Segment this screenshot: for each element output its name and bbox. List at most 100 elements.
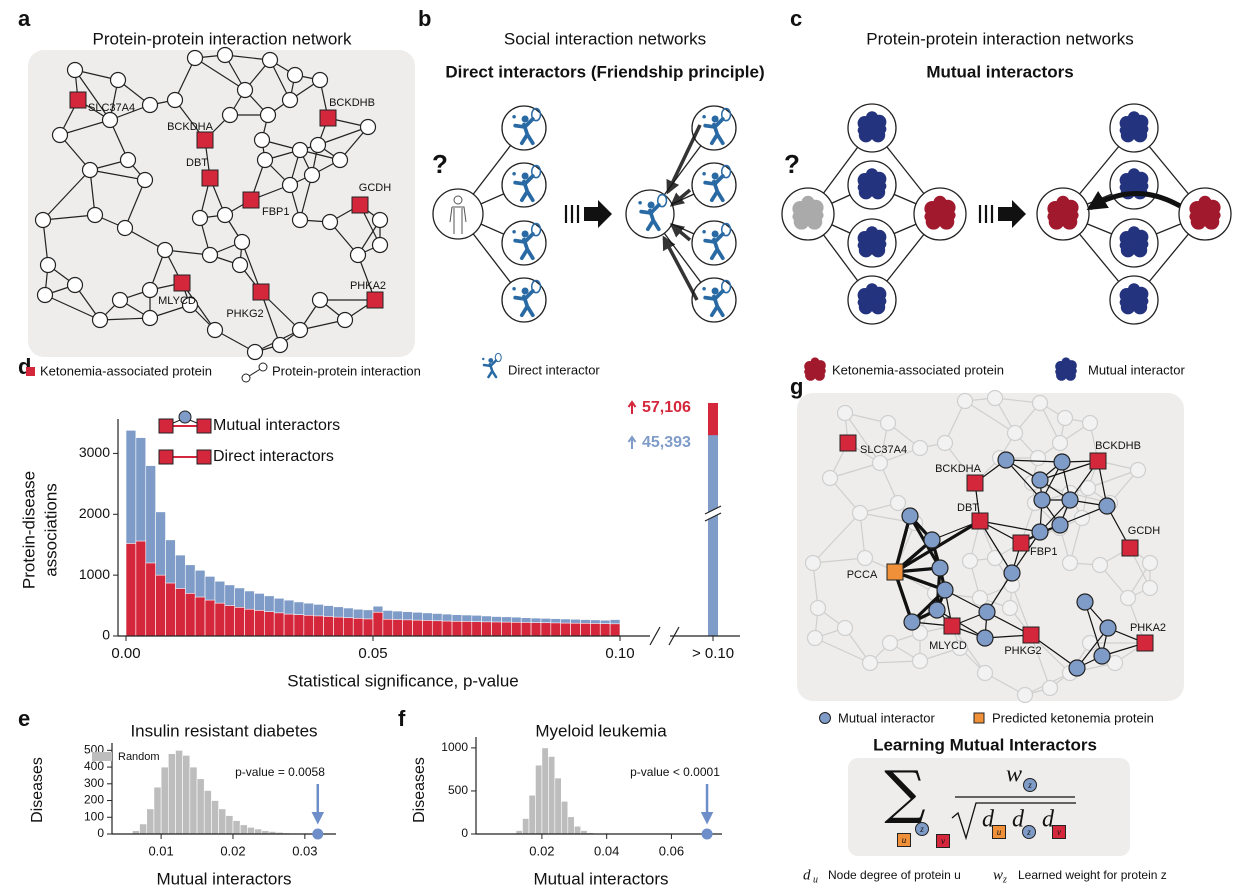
histogram-bar bbox=[196, 778, 205, 835]
protein-node bbox=[286, 66, 304, 84]
overflow-label: 45,393 bbox=[642, 434, 691, 451]
protein-node bbox=[156, 241, 174, 259]
legend-label: Random bbox=[118, 751, 160, 763]
protein-label: BCKDHA bbox=[167, 121, 214, 133]
histogram-bar bbox=[550, 622, 562, 637]
histogram-bar bbox=[283, 613, 295, 637]
histogram-bar bbox=[165, 582, 176, 637]
structure-blob bbox=[876, 239, 887, 249]
ketonemia-protein bbox=[201, 169, 219, 187]
y-axis-label: Protein-disease bbox=[19, 471, 38, 589]
p-value-annotation: p-value < 0.0001 bbox=[630, 765, 720, 779]
histogram-bar bbox=[160, 766, 169, 835]
interaction-edge bbox=[979, 520, 1041, 533]
protein-node bbox=[141, 96, 159, 114]
protein-node bbox=[311, 291, 329, 309]
protein-label: FBP1 bbox=[1030, 546, 1058, 558]
mutual-interactor bbox=[901, 507, 919, 525]
protein-node bbox=[186, 49, 204, 67]
interaction-edge bbox=[42, 214, 96, 221]
protein-node bbox=[181, 296, 199, 314]
legend-marker bbox=[819, 712, 831, 724]
ketonemia-protein bbox=[966, 474, 984, 492]
protein-node bbox=[216, 46, 234, 64]
radical-sign bbox=[951, 802, 1076, 841]
structure-blob bbox=[1128, 226, 1140, 239]
protein-node bbox=[321, 213, 339, 231]
protein-structure-icon bbox=[792, 195, 824, 230]
interaction-edge bbox=[194, 57, 246, 91]
protein-label: DBT bbox=[186, 157, 208, 169]
panel-g-network: SLC37A4 BCKDHA BCKDHB DBT FBP1 GCDH MLYCD PHKG2… bbox=[839, 434, 1166, 677]
subscript-node bbox=[915, 822, 929, 836]
ketonemia-protein bbox=[1012, 534, 1030, 552]
protein-node bbox=[1051, 434, 1069, 452]
mutual-interactor bbox=[1098, 497, 1116, 515]
interaction-edge bbox=[812, 557, 866, 564]
y-tick-label: 0 bbox=[461, 826, 468, 840]
structure-blob bbox=[866, 226, 878, 239]
x-axis-label: Statistical significance, p-value bbox=[287, 671, 519, 690]
y-tick-label: 1000 bbox=[79, 566, 110, 582]
icon-racket bbox=[720, 164, 732, 179]
legend-marker bbox=[241, 373, 251, 383]
icon-racket bbox=[720, 222, 732, 237]
mutual-interactor bbox=[978, 603, 996, 621]
legend-marker bbox=[196, 418, 212, 434]
protein-node bbox=[311, 71, 329, 89]
interaction-edge bbox=[42, 169, 91, 221]
interaction-edge bbox=[1005, 459, 1063, 463]
histogram-bar bbox=[234, 607, 245, 637]
legend-label: Protein-protein interaction bbox=[272, 363, 421, 378]
ketonemia-protein bbox=[351, 196, 369, 214]
y-tick-label: 0 bbox=[102, 627, 110, 643]
protein-node bbox=[86, 206, 104, 224]
structure-blob bbox=[945, 210, 956, 221]
mutual-interactor bbox=[1031, 471, 1049, 489]
y-tick-label: 1000 bbox=[441, 740, 468, 754]
interaction-edge bbox=[844, 412, 881, 464]
protein-label: PHKG2 bbox=[1004, 645, 1041, 657]
protein-label: PCCA bbox=[847, 569, 878, 581]
interaction-edge bbox=[936, 609, 986, 639]
structure-blob bbox=[810, 357, 820, 367]
histogram-bar bbox=[224, 605, 235, 637]
protein-node bbox=[1056, 409, 1074, 427]
protein-node bbox=[1119, 589, 1137, 607]
panel-b-diagram: ? Direct interactor bbox=[432, 105, 737, 379]
protein-node bbox=[1141, 579, 1159, 597]
interaction-edge bbox=[1039, 460, 1099, 481]
histogram-bar bbox=[225, 815, 234, 835]
protein-node bbox=[281, 91, 299, 109]
ketonemia-protein bbox=[196, 131, 214, 149]
structure-blob bbox=[1138, 296, 1149, 307]
interaction-edge bbox=[979, 520, 1013, 574]
x-tick-label: > 0.10 bbox=[692, 645, 734, 662]
histogram-bar bbox=[155, 574, 166, 637]
protein-node bbox=[1029, 449, 1047, 467]
histogram-bar bbox=[570, 622, 581, 637]
icon-head bbox=[711, 115, 719, 123]
protein-label: FBP1 bbox=[262, 206, 290, 218]
legend-label: Direct interactors bbox=[213, 448, 334, 465]
icon-body bbox=[449, 206, 467, 234]
mutual-interactor bbox=[976, 629, 994, 647]
icon-body bbox=[513, 174, 535, 203]
panel-label: e bbox=[18, 706, 30, 731]
formula-denominator: d bbox=[1012, 807, 1025, 833]
histogram-bar bbox=[189, 766, 198, 835]
structure-blob bbox=[1138, 239, 1149, 249]
histogram-bar bbox=[273, 612, 285, 637]
histogram-bar bbox=[580, 623, 591, 637]
subscript-node bbox=[992, 825, 1006, 839]
protein-node bbox=[1079, 479, 1097, 497]
histogram-bar bbox=[247, 827, 255, 835]
protein-label: SLC37A4 bbox=[860, 444, 907, 456]
structure-blob bbox=[1210, 210, 1221, 221]
protein-structure-icon bbox=[1119, 226, 1149, 258]
protein-node bbox=[879, 414, 897, 432]
y-tick-label: 3000 bbox=[79, 444, 110, 460]
histogram-bar bbox=[352, 618, 364, 637]
histogram-bar bbox=[511, 622, 522, 637]
